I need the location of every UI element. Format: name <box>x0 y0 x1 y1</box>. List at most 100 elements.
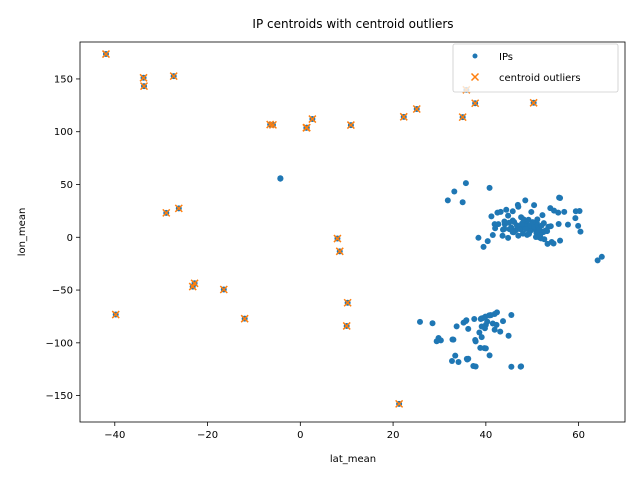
y-tick-label: −100 <box>46 338 73 349</box>
legend: IPs centroid outliers <box>452 43 619 93</box>
ip-point <box>444 197 451 204</box>
y-tick-label: 100 <box>54 127 73 138</box>
outlier-marker <box>139 82 149 91</box>
ip-point <box>572 215 579 222</box>
x-tick-label: 60 <box>572 430 585 441</box>
ip-point <box>509 229 516 236</box>
legend-marker-outliers <box>470 72 480 82</box>
ip-point <box>525 216 532 223</box>
ip-point <box>484 318 491 325</box>
ip-point <box>459 199 466 206</box>
ip-point <box>555 209 562 216</box>
ip-point <box>515 232 522 239</box>
ip-point <box>451 188 458 195</box>
legend-marker-ips <box>472 53 478 59</box>
outlier-marker <box>412 104 421 114</box>
ip-point <box>477 344 484 351</box>
outlier-marker <box>101 50 111 59</box>
outlier-marker <box>399 112 408 121</box>
ip-point <box>538 222 545 229</box>
ip-point <box>492 225 499 232</box>
outlier-marker <box>174 204 183 213</box>
ip-point <box>453 323 460 330</box>
ip-point <box>550 240 557 247</box>
ip-point <box>477 315 484 322</box>
ip-point <box>433 338 440 345</box>
ip-point <box>575 222 582 229</box>
legend-box <box>452 43 619 93</box>
axes-frame <box>79 41 626 423</box>
ip-point <box>462 317 469 324</box>
outlier-marker <box>308 115 317 124</box>
ip-point <box>448 357 455 364</box>
ip-point <box>501 218 508 225</box>
ip-point <box>416 318 423 325</box>
ip-point <box>564 221 571 228</box>
ip-point <box>450 336 457 343</box>
ip-point <box>561 208 568 215</box>
ip-point <box>455 359 462 366</box>
ip-point <box>503 206 510 213</box>
ip-point <box>471 315 478 322</box>
outlier-marker <box>190 279 199 288</box>
outlier-marker <box>240 314 249 323</box>
ip-point <box>505 234 512 241</box>
outlier-marker <box>169 72 178 81</box>
ip-point <box>484 238 491 245</box>
ip-point <box>500 318 507 325</box>
outlier-marker <box>395 399 404 408</box>
ip-point <box>493 309 500 316</box>
data-points-layer <box>101 50 605 408</box>
ip-point <box>472 338 479 345</box>
x-tick-label: −20 <box>197 430 218 441</box>
ip-point <box>528 208 535 215</box>
ip-point <box>513 222 520 229</box>
ip-point <box>517 363 524 370</box>
ip-point <box>462 180 469 187</box>
ip-point <box>557 195 564 202</box>
ip-point <box>475 234 482 241</box>
ip-point <box>531 202 538 209</box>
ip-point <box>506 219 513 226</box>
legend-x-marker <box>470 72 480 82</box>
ip-point <box>429 320 436 327</box>
ip-point <box>482 313 489 320</box>
x-axis-label: lat_mean <box>330 454 376 465</box>
outlier-marker <box>139 73 148 82</box>
ip-point <box>522 226 529 233</box>
ip-point <box>515 203 522 210</box>
ip-point <box>508 311 515 318</box>
ip-point <box>544 228 551 235</box>
y-tick-label: −150 <box>46 391 73 402</box>
x-tick-label: 40 <box>479 430 492 441</box>
ip-point <box>598 253 605 260</box>
ip-point <box>505 332 512 339</box>
ip-point <box>547 223 554 230</box>
ip-point <box>491 326 498 333</box>
outlier-marker <box>266 120 275 129</box>
ip-point <box>522 197 529 204</box>
outlier-marker <box>529 98 538 107</box>
legend-label-ips: IPs <box>499 52 513 63</box>
outlier-marker <box>471 99 480 108</box>
outlier-marker <box>458 113 467 122</box>
ip-point <box>486 352 493 359</box>
ip-point <box>576 207 583 214</box>
outlier-marker <box>343 298 352 307</box>
ip-point <box>532 233 539 240</box>
ip-point <box>488 213 495 220</box>
ip-point <box>481 325 488 332</box>
outlier-marker <box>302 123 311 132</box>
ip-point <box>464 356 471 363</box>
ip-point <box>539 212 546 219</box>
chart-title: IP centroids with centroid outliers <box>252 17 453 31</box>
ip-point <box>501 225 508 232</box>
legend-label-outliers: centroid outliers <box>499 73 581 84</box>
ip-point <box>452 352 459 359</box>
ip-point <box>505 212 512 219</box>
outlier-marker <box>346 121 355 130</box>
ip-point <box>476 329 483 336</box>
ip-point <box>509 208 516 215</box>
ip-point <box>470 362 477 369</box>
